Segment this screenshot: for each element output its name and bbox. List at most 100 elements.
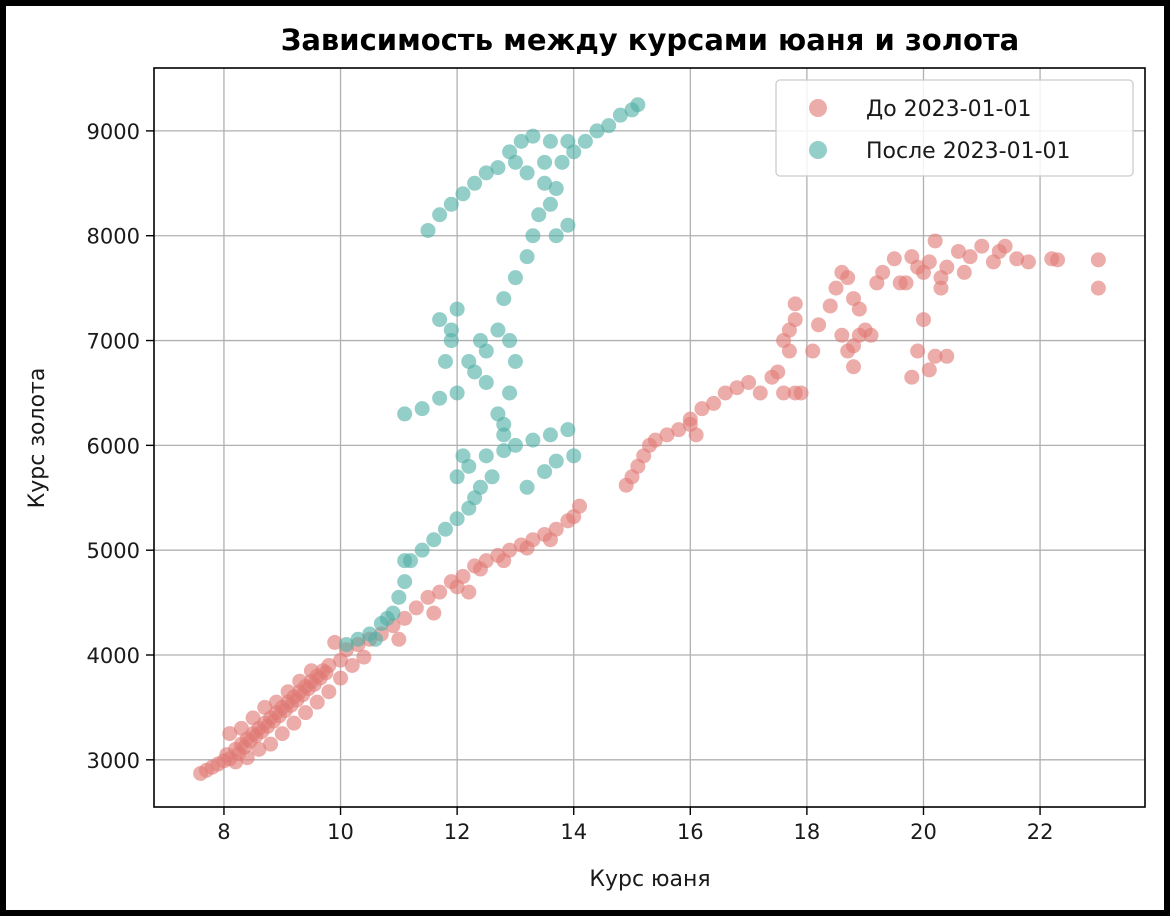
data-point bbox=[449, 301, 465, 317]
y-tick-label: 7000 bbox=[87, 330, 140, 354]
data-point bbox=[414, 542, 430, 558]
data-point bbox=[222, 726, 238, 742]
data-point bbox=[851, 327, 867, 343]
data-point bbox=[566, 144, 582, 160]
data-point bbox=[350, 631, 366, 647]
data-point bbox=[542, 427, 558, 443]
data-point bbox=[443, 196, 459, 212]
data-point bbox=[548, 228, 564, 244]
data-point bbox=[863, 327, 879, 343]
x-tick-label: 12 bbox=[444, 820, 471, 844]
data-point bbox=[426, 532, 442, 548]
data-point bbox=[507, 270, 523, 286]
data-point bbox=[292, 673, 308, 689]
data-point bbox=[542, 532, 558, 548]
data-point bbox=[414, 401, 430, 417]
data-point bbox=[776, 385, 792, 401]
y-tick-label: 5000 bbox=[87, 539, 140, 563]
data-point bbox=[321, 657, 337, 673]
data-point bbox=[927, 233, 943, 249]
data-point bbox=[630, 97, 646, 113]
data-point bbox=[793, 385, 809, 401]
data-point bbox=[892, 275, 908, 291]
data-points bbox=[193, 97, 1106, 781]
data-point bbox=[566, 448, 582, 464]
y-tick-label: 6000 bbox=[87, 434, 140, 458]
x-tick-label: 18 bbox=[794, 820, 821, 844]
data-point bbox=[717, 385, 733, 401]
data-point bbox=[356, 649, 372, 665]
data-point bbox=[752, 385, 768, 401]
data-point bbox=[274, 726, 290, 742]
data-point bbox=[531, 207, 547, 223]
data-point bbox=[886, 251, 902, 267]
data-point bbox=[461, 354, 477, 370]
data-point bbox=[1090, 280, 1106, 296]
data-point bbox=[840, 270, 856, 286]
data-point bbox=[449, 469, 465, 485]
data-point bbox=[245, 710, 261, 726]
data-point bbox=[846, 359, 862, 375]
data-point bbox=[472, 479, 488, 495]
data-point bbox=[391, 589, 407, 605]
data-point bbox=[502, 385, 518, 401]
data-point bbox=[548, 181, 564, 197]
y-tick-label: 8000 bbox=[87, 225, 140, 249]
data-point bbox=[478, 165, 494, 181]
data-point bbox=[787, 312, 803, 328]
data-point bbox=[577, 133, 593, 149]
data-point bbox=[962, 249, 978, 265]
data-point bbox=[228, 754, 244, 770]
data-point bbox=[379, 610, 395, 626]
data-point bbox=[519, 165, 535, 181]
data-point bbox=[688, 427, 704, 443]
data-point bbox=[478, 374, 494, 390]
data-point bbox=[496, 416, 512, 432]
data-point bbox=[537, 464, 553, 480]
data-point bbox=[601, 118, 617, 134]
data-point bbox=[834, 327, 850, 343]
data-point bbox=[560, 217, 576, 233]
data-point bbox=[910, 343, 926, 359]
chart-figure: Зависимость между курсами юаня и золота … bbox=[6, 6, 1164, 910]
x-tick-label: 10 bbox=[327, 820, 354, 844]
data-point bbox=[659, 427, 675, 443]
data-point bbox=[781, 343, 797, 359]
data-point bbox=[333, 670, 349, 686]
data-point bbox=[1050, 252, 1066, 268]
data-point bbox=[542, 133, 558, 149]
x-axis-label: Курс юаня bbox=[589, 867, 710, 892]
data-point bbox=[1090, 252, 1106, 268]
data-point bbox=[286, 715, 302, 731]
data-point bbox=[548, 453, 564, 469]
data-point bbox=[338, 637, 354, 653]
data-point bbox=[478, 448, 494, 464]
data-point bbox=[956, 264, 972, 280]
legend-marker bbox=[809, 99, 827, 117]
data-point bbox=[921, 362, 937, 378]
data-point bbox=[822, 298, 838, 314]
data-point bbox=[298, 705, 314, 721]
data-point bbox=[426, 605, 442, 621]
plot-frame bbox=[153, 67, 1146, 808]
data-point bbox=[233, 720, 249, 736]
data-point bbox=[502, 144, 518, 160]
data-point bbox=[397, 406, 413, 422]
legend-marker bbox=[809, 141, 827, 159]
data-point bbox=[449, 511, 465, 527]
data-point bbox=[741, 374, 757, 390]
data-point bbox=[443, 333, 459, 349]
x-tick-label: 16 bbox=[677, 820, 704, 844]
data-point bbox=[525, 128, 541, 144]
x-tick-label: 14 bbox=[560, 820, 587, 844]
data-point bbox=[251, 741, 267, 757]
data-point bbox=[263, 736, 279, 752]
data-point bbox=[572, 498, 588, 514]
data-point bbox=[525, 228, 541, 244]
data-point bbox=[915, 312, 931, 328]
data-point bbox=[443, 322, 459, 338]
data-point bbox=[974, 238, 990, 254]
data-point bbox=[461, 584, 477, 600]
data-point bbox=[904, 369, 920, 385]
ticks: 8 10 12 14 16 18 20 22 3000 4000 5000 6000 7000 8000 9… bbox=[87, 120, 1054, 844]
